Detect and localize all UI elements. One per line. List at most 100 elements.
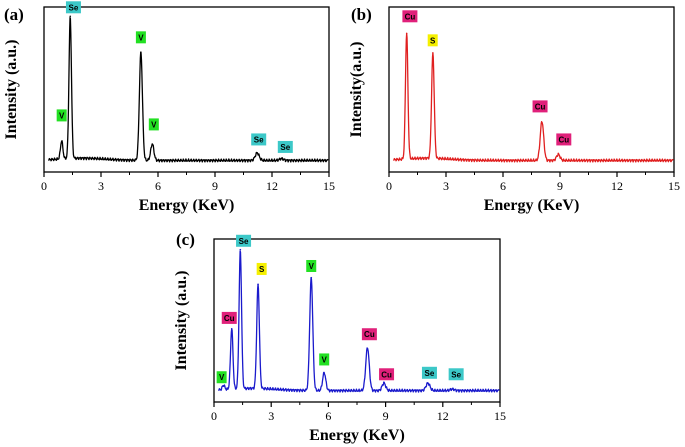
spectrum-line xyxy=(48,16,329,163)
x-tick-label: 12 xyxy=(611,179,623,193)
peak-point xyxy=(239,248,242,251)
panel-b: (b) 0 3 6 9 12 15 Energy (KeV) Intensity(a.u.) Cu… xyxy=(348,5,680,214)
annotation-box xyxy=(379,368,395,381)
annotation-label: Cu xyxy=(535,102,546,111)
y-axis-title: Intensity (a.u.) xyxy=(3,39,20,139)
peak-annotation: V xyxy=(319,353,330,366)
peak-annotation: Cu xyxy=(379,368,395,381)
peak-annotation: Se xyxy=(448,368,464,381)
peak-annotation: V xyxy=(135,31,146,44)
peak-annotation: S xyxy=(427,34,438,47)
peak-point xyxy=(557,152,560,155)
x-tick-label: 15 xyxy=(494,409,506,423)
annotation-box xyxy=(556,133,572,146)
x-axis-title: Energy (KeV) xyxy=(139,197,235,214)
peak-point xyxy=(541,121,543,124)
annotation-label: Cu xyxy=(558,135,569,144)
annotation-label: V xyxy=(59,111,65,120)
annotation-label: V xyxy=(151,120,157,129)
y-axis-title: Intensity(a.u.) xyxy=(348,41,365,137)
peak-point xyxy=(257,283,259,286)
peak-annotation: Se xyxy=(277,140,293,153)
annotation-label: Cu xyxy=(405,12,416,21)
x-tick-label: 6 xyxy=(500,179,506,193)
annotation-box xyxy=(402,10,418,23)
annotation-box xyxy=(56,109,67,122)
peak-annotation: Cu xyxy=(221,311,237,324)
annotation-box xyxy=(135,31,146,44)
peak-annotation: V xyxy=(56,109,67,122)
annotation-label: Se xyxy=(69,3,79,12)
spectrum-line xyxy=(393,32,674,163)
peak-point xyxy=(280,157,283,160)
annotation-box xyxy=(216,371,227,384)
x-tick-label: 9 xyxy=(383,409,389,423)
annotation-label: S xyxy=(259,265,265,274)
x-tick-label: 12 xyxy=(437,409,449,423)
annotation-label: Se xyxy=(239,237,249,246)
panel-label: (b) xyxy=(351,5,372,24)
annotation-box xyxy=(448,368,464,381)
annotation-box xyxy=(319,353,330,366)
annotation-label: Se xyxy=(451,370,461,379)
peak-annotation: Se xyxy=(65,1,81,14)
peak-point xyxy=(451,388,454,390)
x-tick-label: 0 xyxy=(41,179,47,193)
x-tick-label: 3 xyxy=(443,179,449,193)
panel-a: (a) 0 3 6 9 12 15 Energy (KeV) Intensity (a.u.) V… xyxy=(3,1,335,214)
x-tick-label: 0 xyxy=(211,409,217,423)
annotation-label: Se xyxy=(425,369,435,378)
panel-c: (c) 0 3 6 9 12 15 Energy (KeV) Intensity (a.u.) V… xyxy=(173,230,506,444)
x-tick-label: 6 xyxy=(155,179,161,193)
x-tick-label: 12 xyxy=(266,179,278,193)
annotation-label: V xyxy=(138,33,144,42)
peak-annotation: Se xyxy=(421,366,437,379)
peak-point xyxy=(405,32,408,35)
peak-point xyxy=(432,52,434,54)
annotation-box xyxy=(256,262,267,275)
peak-annotation: V xyxy=(216,371,227,384)
x-tick-label: 15 xyxy=(668,179,680,193)
peak-annotation: Cu xyxy=(361,328,377,341)
annotation-box xyxy=(361,328,377,341)
x-tick-label: 15 xyxy=(323,179,335,193)
annotation-label: Cu xyxy=(224,314,235,323)
panel-label: (c) xyxy=(176,230,195,249)
peak-annotation: Se xyxy=(251,133,267,146)
annotation-label: V xyxy=(322,355,328,364)
annotation-box xyxy=(236,234,252,247)
peak-point xyxy=(69,15,72,18)
peak-point xyxy=(366,347,369,350)
annotation-label: V xyxy=(219,373,225,382)
peak-annotation: V xyxy=(148,118,159,131)
x-axis-title: Energy (KeV) xyxy=(309,427,405,444)
x-tick-label: 3 xyxy=(98,179,104,193)
peak-annotation: Cu xyxy=(402,10,418,23)
annotation-label: Cu xyxy=(364,330,375,339)
x-tick-label: 6 xyxy=(325,409,331,423)
peak-point xyxy=(230,328,233,330)
peak-point xyxy=(310,276,313,279)
x-tick-label: 9 xyxy=(557,179,563,193)
annotation-box xyxy=(251,133,267,146)
peak-annotation: Cu xyxy=(556,133,572,146)
peak-point xyxy=(427,382,429,384)
annotation-box xyxy=(421,366,437,379)
annotation-label: Se xyxy=(280,143,290,152)
peak-point xyxy=(222,385,225,387)
x-axis-title: Energy (KeV) xyxy=(484,197,580,214)
annotation-box xyxy=(221,311,237,324)
annotation-label: Se xyxy=(254,135,264,144)
peak-annotation: Se xyxy=(236,234,252,247)
peak-annotation: V xyxy=(306,259,317,272)
x-tick-label: 3 xyxy=(268,409,274,423)
peak-annotation: S xyxy=(256,262,267,275)
peak-point xyxy=(383,381,385,383)
annotation-box xyxy=(65,1,81,14)
peak-point xyxy=(151,143,154,145)
peak-point xyxy=(60,140,63,143)
annotation-label: S xyxy=(430,36,436,45)
x-tick-label: 9 xyxy=(212,179,218,193)
y-axis-title: Intensity (a.u.) xyxy=(173,270,190,370)
